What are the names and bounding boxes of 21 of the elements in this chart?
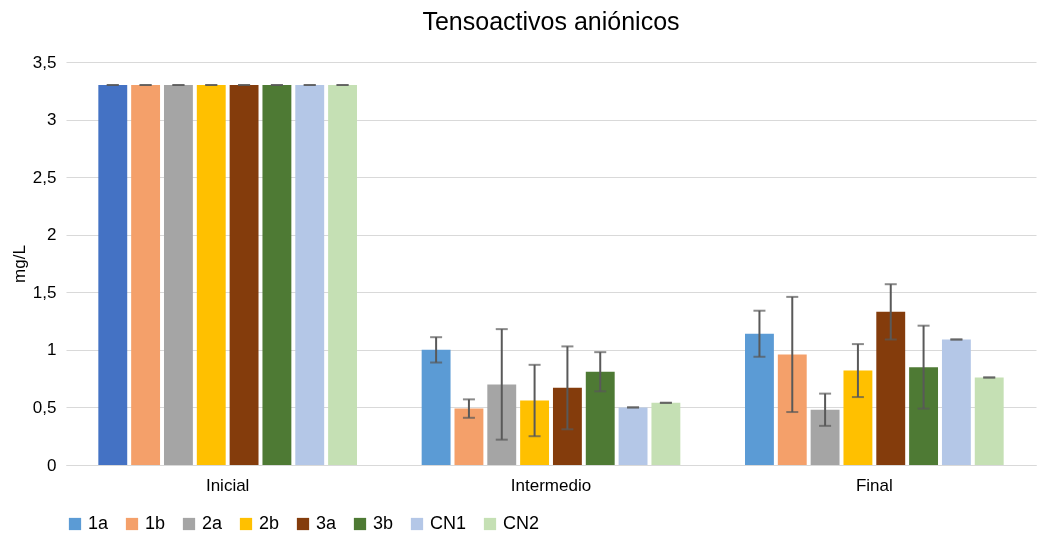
y-axis-title: mg/L bbox=[9, 245, 29, 283]
legend-label: 2b bbox=[259, 513, 280, 533]
legend-label: CN1 bbox=[430, 513, 467, 533]
legend-label: 1a bbox=[88, 513, 110, 533]
legend-label: 2a bbox=[202, 513, 224, 533]
y-tick-label: 0 bbox=[47, 455, 57, 475]
x-tick-label: Inicial bbox=[205, 475, 250, 495]
x-tick-label: Intermedio bbox=[510, 475, 592, 495]
chart-title: Tensoactivos aniónicos bbox=[422, 7, 680, 35]
y-tick-label: 1 bbox=[47, 340, 57, 360]
legend-label: 1b bbox=[145, 513, 166, 533]
legend-label: 3b bbox=[373, 513, 394, 533]
y-tick-label: 3 bbox=[47, 110, 57, 130]
x-tick-label: Final bbox=[855, 475, 893, 495]
y-tick-label: 0,5 bbox=[32, 397, 57, 417]
y-tick-label: 2,5 bbox=[32, 167, 57, 187]
legend-label: CN2 bbox=[503, 513, 540, 533]
y-tick-label: 1,5 bbox=[32, 282, 57, 302]
legend-label: 3a bbox=[316, 513, 338, 533]
y-tick-label: 2 bbox=[47, 225, 57, 245]
y-tick-label: 3,5 bbox=[32, 52, 57, 72]
